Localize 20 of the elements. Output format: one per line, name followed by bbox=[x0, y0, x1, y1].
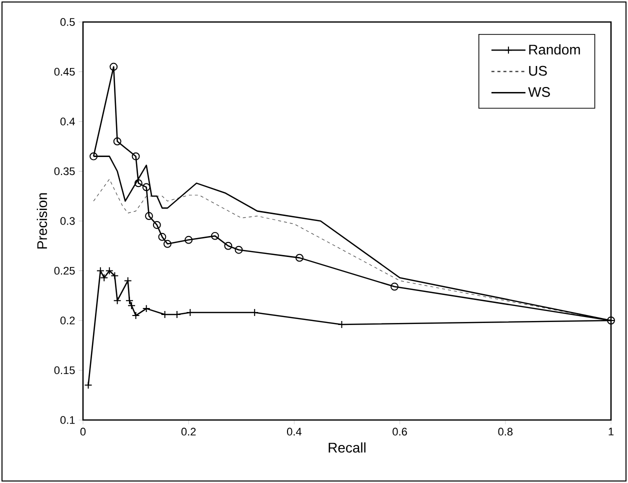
legend-label: WS bbox=[528, 87, 550, 97]
y-tick-label: 0.3 bbox=[60, 217, 75, 225]
x-tick-label: 0.2 bbox=[181, 428, 196, 436]
y-tick-label: 0.35 bbox=[54, 167, 75, 176]
y-tick-label: 0.4 bbox=[60, 118, 75, 126]
x-tick-label: 0.6 bbox=[392, 428, 407, 436]
x-tick-label: 0 bbox=[80, 428, 86, 436]
y-tick-label: 0.2 bbox=[60, 316, 75, 324]
y-tick-label: 0.45 bbox=[54, 68, 75, 76]
x-tick-label: 0.4 bbox=[287, 428, 302, 436]
x-tick-label: 1 bbox=[608, 428, 614, 436]
y-axis-title: Precision bbox=[36, 193, 48, 249]
x-axis-title: Recall bbox=[328, 442, 366, 453]
legend-label: US bbox=[529, 66, 547, 76]
legend-label: Random bbox=[529, 44, 580, 55]
x-tick-label: 0.8 bbox=[498, 428, 513, 436]
y-tick-label: 0.15 bbox=[54, 366, 75, 374]
y-tick-label: 0.25 bbox=[54, 266, 75, 275]
y-tick-label: 0.5 bbox=[60, 18, 75, 26]
y-tick-label: 0.1 bbox=[60, 416, 75, 424]
